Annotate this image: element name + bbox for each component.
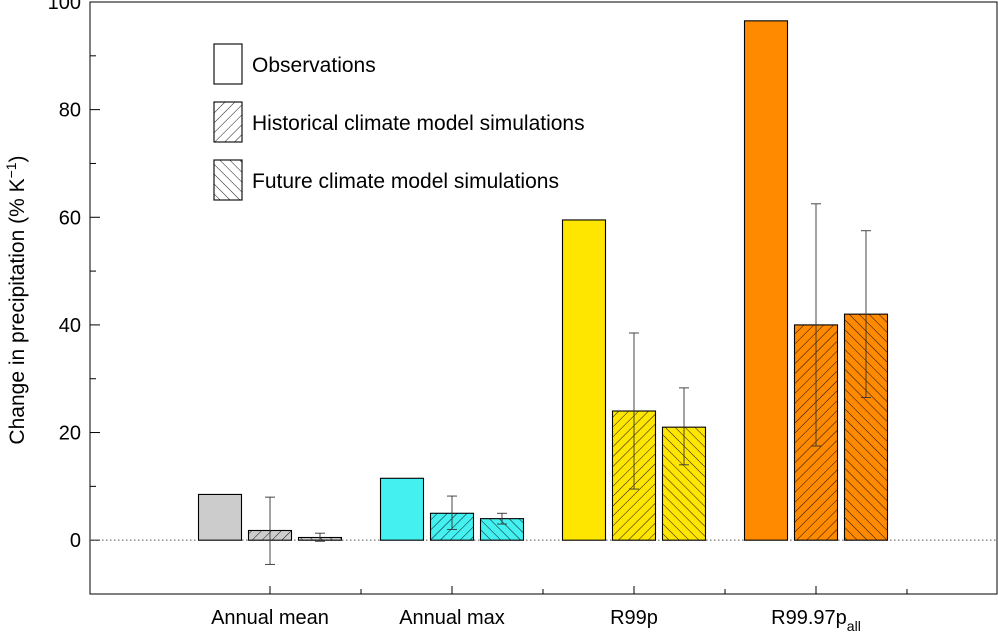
legend-label: Observations	[252, 54, 376, 77]
axes: 0 20 40 60 80 100 Annual mean Annual max R99p R99…	[48, 0, 998, 634]
bar-fill	[198, 494, 242, 541]
y-tick-label: 60	[59, 207, 81, 229]
y-axis-label: Change in precipitation (% K−1)	[3, 155, 29, 444]
bar-fill	[562, 219, 606, 541]
bar-fill	[744, 20, 788, 541]
y-tick-label: 80	[59, 100, 81, 122]
category-label: R99p	[610, 607, 658, 629]
bar	[197, 493, 243, 541]
y-axis-label-superscript: −1	[3, 162, 19, 178]
category-label: Annual max	[399, 607, 505, 629]
legend-swatch	[213, 159, 243, 201]
legend-swatch-fill	[214, 44, 242, 84]
category-label: Annual mean	[211, 607, 329, 629]
bar	[379, 477, 425, 541]
bars	[197, 20, 889, 541]
y-tick-label: 100	[48, 0, 81, 14]
legend: Observations Historical climate model sim…	[213, 43, 585, 201]
bar-fill	[380, 478, 424, 541]
y-axis-label-tail: )	[6, 155, 29, 162]
legend-label: Future climate model simulations	[252, 170, 559, 193]
error-bars	[265, 203, 871, 565]
legend-swatch	[213, 43, 243, 85]
y-tick-label: 40	[59, 315, 81, 337]
y-tick-label: 0	[70, 530, 81, 552]
legend-label: Historical climate model simulations	[252, 112, 585, 135]
legend-swatch	[213, 101, 243, 143]
bar	[561, 219, 607, 541]
y-axis-label-main: Change in precipitation (% K	[6, 178, 29, 444]
y-tick-label: 20	[59, 423, 81, 445]
bar	[743, 20, 789, 541]
category-label: R99.97pall	[771, 607, 861, 634]
category-label-subscript: all	[847, 618, 861, 634]
